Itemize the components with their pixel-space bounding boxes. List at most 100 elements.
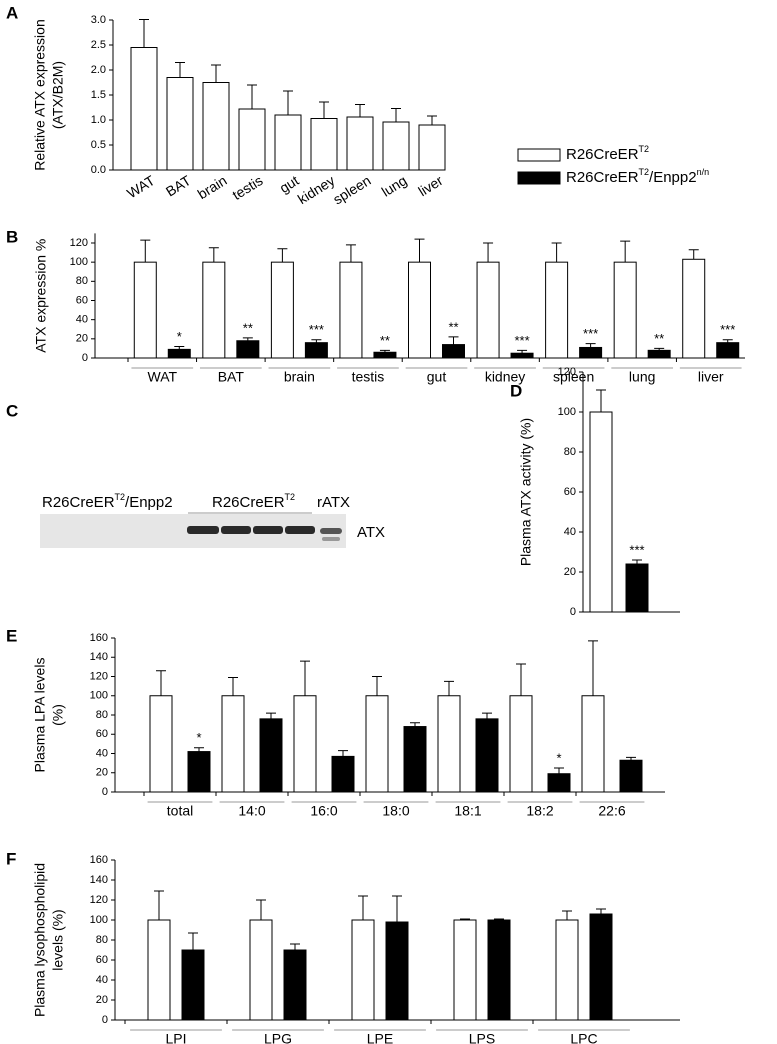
- y-tick-label: 60: [96, 954, 108, 966]
- significance-label: ***: [720, 322, 735, 337]
- error-bar: [483, 242, 494, 263]
- y-tick-label: 3.0: [91, 14, 106, 26]
- blot-label-part: rATX: [317, 494, 350, 511]
- error-bar: [174, 345, 185, 350]
- blot-label: R26CreERT2: [212, 492, 295, 511]
- error-bar: [414, 238, 425, 263]
- error-bar: [283, 90, 293, 115]
- error-bar: [448, 336, 459, 345]
- legend-swatch: [517, 171, 561, 185]
- x-tick-label: LPG: [264, 1031, 292, 1044]
- bar: [339, 261, 363, 359]
- significance-label: ***: [583, 326, 598, 341]
- blot-label: rATX: [317, 494, 350, 511]
- bar: [238, 108, 266, 171]
- y-tick-label: 60: [564, 486, 576, 498]
- legend-label-part: /Enpp2: [649, 169, 697, 186]
- x-tick-label: LPS: [469, 1031, 495, 1044]
- bar: [442, 344, 465, 359]
- y-axis-label: Plasma ATX activity (%): [518, 418, 534, 566]
- error-bar: [460, 918, 470, 920]
- error-bar: [277, 248, 288, 263]
- significance-label: ***: [629, 542, 644, 557]
- x-tick-label: total: [167, 803, 193, 819]
- error-bar: [427, 115, 437, 125]
- significance-label: **: [448, 319, 458, 334]
- y-tick-label: 60: [96, 728, 108, 740]
- y-tick-label: 0: [102, 786, 108, 798]
- bar: [418, 124, 446, 171]
- y-tick-label: 60: [76, 294, 88, 306]
- panel-label: D: [510, 381, 522, 400]
- y-tick-label: 0.0: [91, 164, 106, 176]
- bar: [181, 949, 205, 1021]
- bar: [147, 919, 171, 1021]
- bar: [283, 949, 307, 1021]
- significance-label: **: [654, 331, 664, 346]
- bar: [510, 352, 534, 359]
- error-bar: [242, 337, 253, 341]
- significance-label: *: [177, 329, 182, 344]
- y-tick-label: 160: [90, 632, 108, 644]
- significance-label: *: [196, 730, 201, 745]
- y-tick-label: 40: [564, 526, 576, 538]
- bar: [310, 118, 338, 171]
- significance-label: ***: [514, 333, 529, 348]
- y-tick-label: 2.5: [91, 39, 106, 51]
- bar: [249, 919, 273, 1021]
- error-bar: [632, 559, 642, 564]
- bar: [408, 261, 431, 359]
- significance-label: ***: [309, 322, 324, 337]
- bar: [589, 411, 613, 613]
- bar: [167, 348, 191, 359]
- y-axis-label: (%): [50, 704, 66, 726]
- y-tick-label: 120: [70, 237, 88, 249]
- error-bar: [562, 910, 572, 920]
- panel-label: E: [6, 626, 17, 645]
- significance-label: **: [380, 333, 390, 348]
- error-bar: [391, 108, 401, 122]
- blot-label-part: R26CreER: [212, 494, 285, 511]
- error-bar: [654, 347, 665, 351]
- bar: [187, 751, 211, 793]
- x-tick-label: 16:0: [310, 803, 337, 819]
- error-bar: [188, 932, 198, 950]
- significance-label: *: [556, 750, 561, 765]
- y-axis-label: Plasma lysophospholipid: [32, 863, 48, 1017]
- x-tick-label: lung: [379, 172, 410, 200]
- y-tick-label: 160: [90, 854, 108, 866]
- bar: [581, 695, 605, 793]
- y-tick-label: 40: [96, 974, 108, 986]
- y-tick-label: 100: [558, 406, 576, 418]
- legend-label-part: R26CreER: [566, 169, 639, 186]
- error-bar: [319, 101, 329, 119]
- x-tick-label: 18:1: [454, 803, 481, 819]
- bar: [475, 718, 499, 793]
- western-blot: [40, 512, 346, 548]
- error-bar: [517, 349, 528, 354]
- bar: [365, 695, 389, 793]
- bar: [579, 346, 603, 359]
- y-tick-label: 120: [90, 894, 108, 906]
- x-tick-label: liver: [415, 172, 446, 199]
- bar: [487, 919, 511, 1021]
- error-bar: [211, 64, 221, 83]
- bar: [385, 921, 409, 1021]
- bar: [351, 919, 375, 1021]
- y-tick-label: 20: [96, 767, 108, 779]
- bar: [453, 919, 477, 1021]
- error-bar: [358, 895, 368, 920]
- y-tick-label: 20: [76, 333, 88, 345]
- error-bar: [154, 890, 164, 920]
- y-tick-label: 100: [70, 256, 88, 268]
- y-tick-label: 2.0: [91, 64, 106, 76]
- bar: [149, 695, 173, 793]
- error-bar: [588, 640, 598, 696]
- blot-band: [221, 526, 251, 534]
- y-tick-label: 0: [102, 1014, 108, 1026]
- legend-label-part: R26CreER: [566, 146, 639, 163]
- y-tick-label: 40: [96, 747, 108, 759]
- y-tick-label: 0: [82, 352, 88, 364]
